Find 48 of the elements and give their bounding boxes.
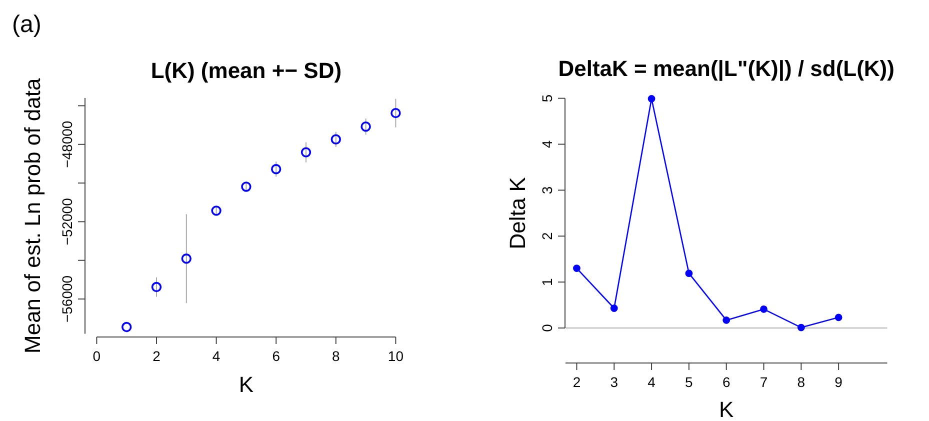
x-tick-label: 4: [212, 348, 220, 364]
point: [211, 206, 222, 216]
x-tick-label: 6: [272, 348, 280, 364]
y-tick-label: −56000: [59, 275, 75, 323]
y-tick-label: 1: [539, 278, 555, 286]
x-tick-label: 10: [388, 348, 404, 364]
point: [610, 304, 618, 312]
x-tick-label: 5: [685, 374, 694, 390]
x-tick-label: 0: [92, 348, 101, 364]
y-axis-title: Mean of est. Ln prob of data: [20, 78, 45, 354]
point: [573, 264, 580, 272]
point: [760, 305, 768, 313]
point: [685, 270, 693, 278]
x-tick-label: 7: [760, 374, 768, 390]
point: [330, 134, 341, 144]
chart-title: L(K) (mean +− SD): [150, 58, 342, 83]
x-axis-title: K: [719, 397, 734, 421]
point: [300, 147, 312, 158]
chart-title: DeltaK = mean(|L"(K)|) / sd(L(K)): [558, 56, 894, 81]
y-tick-label: 2: [539, 232, 555, 240]
point: [151, 282, 162, 292]
x-tick-label: 3: [610, 374, 618, 390]
point: [271, 164, 282, 174]
x-tick-label: 8: [332, 348, 340, 364]
point: [181, 254, 192, 264]
y-tick-label: −52000: [59, 198, 75, 246]
y-tick-label: −48000: [59, 120, 75, 168]
y-tick-label: 3: [539, 186, 555, 194]
point: [390, 108, 401, 118]
x-axis-title: K: [238, 372, 254, 397]
y-tick-label: 5: [539, 94, 555, 102]
y-axis-title: Delta K: [505, 176, 530, 250]
x-tick-label: 8: [797, 374, 806, 390]
point: [722, 316, 730, 324]
text: (a): [12, 11, 42, 38]
y-tick-label: 4: [539, 140, 555, 148]
y-tick-label: 0: [539, 324, 555, 332]
point: [241, 182, 252, 192]
x-tick-label: 2: [572, 374, 581, 390]
x-tick-label: 4: [648, 374, 656, 390]
x-tick-label: 6: [722, 374, 730, 390]
point: [797, 324, 805, 332]
x-tick-label: 9: [834, 374, 843, 390]
x-tick-label: 2: [152, 348, 161, 364]
point: [834, 314, 842, 322]
point: [360, 122, 371, 132]
point: [648, 95, 656, 102]
point: [122, 322, 132, 332]
